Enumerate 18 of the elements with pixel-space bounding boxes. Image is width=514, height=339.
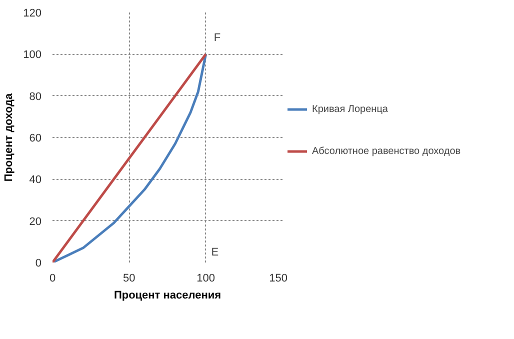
y-tick-label: 40 — [29, 174, 42, 186]
y-tick-label: 120 — [23, 8, 42, 20]
y-tick-label: 80 — [29, 90, 42, 103]
legend-label: Абсолютное равенство доходов — [312, 146, 461, 156]
y-axis-title: Процент дохода — [3, 92, 16, 182]
x-tick-label: 0 — [49, 272, 56, 284]
y-tick-label: 0 — [35, 258, 42, 270]
annotation: E — [211, 246, 219, 258]
line-series — [52, 52, 208, 262]
y-tick-label: 60 — [29, 132, 42, 144]
y-tick-label: 20 — [29, 216, 42, 228]
annotation: F — [214, 32, 221, 44]
legend-label: Кривая Лоренца — [312, 104, 388, 114]
x-tick-label: 50 — [123, 272, 136, 284]
x-axis-title: Процент населения — [114, 290, 222, 302]
y-tick-label: 100 — [23, 49, 42, 62]
x-tick-label: 100 — [196, 272, 216, 284]
x-tick-label: 150 — [269, 272, 288, 284]
